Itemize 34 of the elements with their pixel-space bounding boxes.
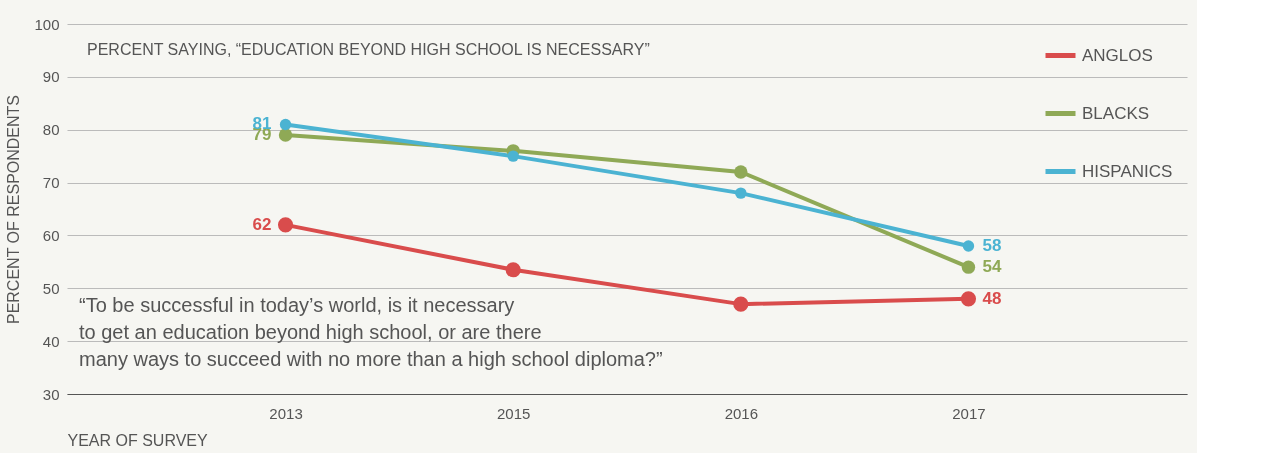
point [277, 217, 294, 233]
y-tick-label: 80 [42, 121, 60, 139]
data-label: 62 [252, 214, 272, 234]
data-label: 48 [982, 288, 1002, 308]
x-tick-label: 2013 [269, 404, 303, 422]
x-tick-label: 2016 [724, 404, 759, 422]
y-tick-label: 100 [34, 15, 60, 33]
point [278, 128, 293, 142]
point [733, 296, 749, 312]
point [734, 165, 748, 179]
y-tick-label: 30 [42, 385, 60, 403]
x-tick-label: 2015 [496, 404, 531, 422]
y-tick-label: 90 [42, 68, 60, 86]
data-label: 54 [982, 257, 1002, 277]
point [279, 118, 292, 131]
x-tick-label: 2017 [952, 404, 986, 422]
point [962, 240, 975, 252]
x-axis-title: YEAR OF SURVEY [67, 431, 209, 449]
y-tick-label: 40 [42, 332, 60, 350]
annotation: “To be successful in today’s world, is it necessary to get an education beyond high school, or are there many ways to succeed with no more than a high school diploma?” [79, 294, 663, 370]
point [505, 262, 521, 278]
point [960, 291, 977, 307]
legend-label: ANGLOS [1082, 45, 1153, 65]
data-label: 58 [982, 236, 1002, 255]
legend-label: HISPANICS [1082, 161, 1173, 181]
legend-label: BLACKS [1082, 103, 1150, 123]
point [735, 187, 747, 199]
point [961, 260, 976, 274]
y-axis-title: PERCENT OF RESPONDENTS [5, 94, 23, 325]
text: PERCENT SAYING, “EDUCATION BEYOND HIGH SCHOOL IS NECESSARY” [87, 41, 650, 58]
y-tick-label: 70 [42, 174, 60, 192]
point [507, 150, 519, 162]
y-tick-label: 60 [42, 226, 60, 244]
y-tick-label: 50 [42, 279, 60, 297]
